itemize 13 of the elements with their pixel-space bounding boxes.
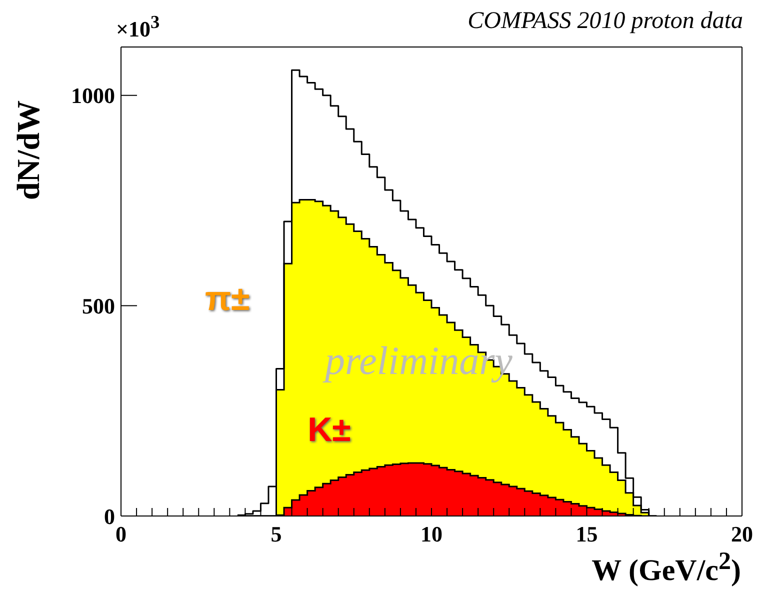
y-tick-label: 500 [82, 293, 115, 318]
x-tick-label: 10 [420, 522, 442, 547]
x-tick-label: 20 [731, 522, 753, 547]
y-tick-label: 1000 [71, 83, 115, 108]
y-axis-title: dN/dW [10, 100, 47, 200]
series-label: π± [204, 280, 250, 319]
x-tick-label: 5 [270, 522, 282, 547]
text: ×10$^{3}$ [116, 12, 160, 42]
y-tick-label: 0 [104, 504, 115, 529]
x-axis-title: W (GeV/c$^{2}$) [592, 548, 741, 588]
x-tick-label: 15 [576, 522, 598, 547]
chart-title: COMPASS 2010 proton data [468, 8, 743, 35]
series-label: K± [308, 410, 351, 450]
